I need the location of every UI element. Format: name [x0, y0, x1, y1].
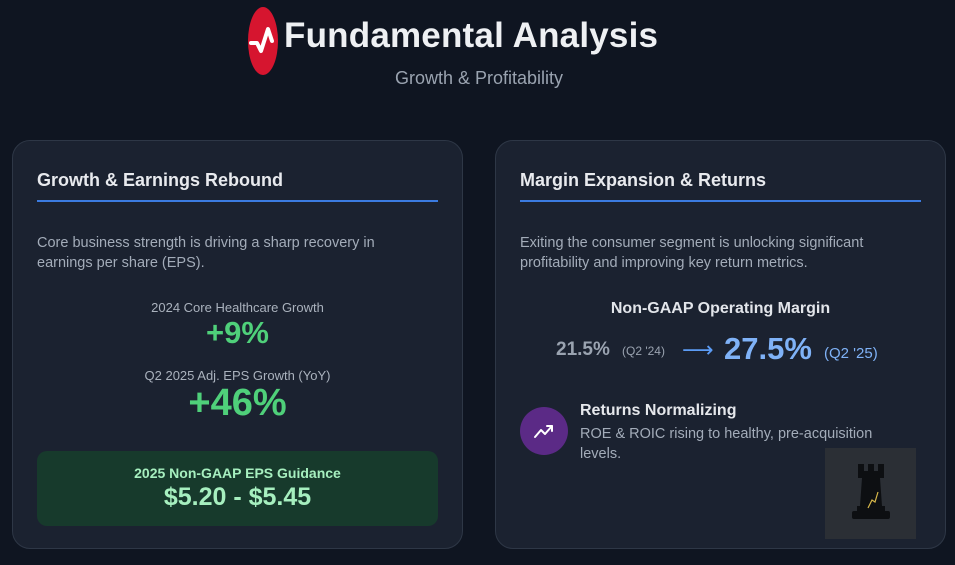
metric-label-core-growth: 2024 Core Healthcare Growth	[151, 300, 324, 315]
growth-earnings-card: Growth & Earnings Rebound Core business …	[12, 140, 463, 549]
page-header: Fundamental Analysis Growth & Profitabil…	[0, 0, 955, 120]
metric-value-core-growth: +9%	[206, 315, 269, 350]
returns-title: Returns Normalizing	[580, 402, 737, 419]
page-subtitle: Growth & Profitability	[394, 68, 564, 88]
margin-old-value: 21.5%	[556, 339, 610, 360]
margin-old-period: (Q2 '24)	[622, 344, 665, 358]
returns-description: ROE & ROIC rising to healthy, pre-acquis…	[580, 426, 873, 462]
trend-up-icon	[520, 407, 568, 455]
card-divider	[37, 200, 438, 202]
operating-margin-comparison: 21.5% (Q2 '24) ⟶ 27.5% (Q2 '25)	[496, 329, 945, 369]
red-pulse-logo-icon	[248, 7, 278, 75]
card-description: Exiting the consumer segment is unlockin…	[520, 235, 864, 271]
card-title: Growth & Earnings Rebound	[37, 170, 283, 190]
chess-rook-icon	[825, 448, 916, 539]
card-title: Margin Expansion & Returns	[520, 170, 767, 190]
operating-margin-title: Non-GAAP Operating Margin	[610, 300, 831, 317]
arrow-right-icon: ⟶	[682, 337, 714, 362]
margin-new-period: (Q2 '25)	[824, 345, 878, 362]
card-description: Core business strength is driving a shar…	[37, 235, 375, 271]
guidance-value: $5.20 - $5.45	[163, 483, 312, 511]
margin-returns-card: Margin Expansion & Returns Exiting the c…	[495, 140, 946, 549]
metric-value-eps-growth: +46%	[188, 382, 287, 424]
guidance-label: 2025 Non-GAAP EPS Guidance	[134, 465, 341, 481]
margin-new-value: 27.5%	[724, 331, 812, 366]
card-divider	[520, 200, 921, 202]
eps-guidance-box: 2025 Non-GAAP EPS Guidance $5.20 - $5.45	[37, 451, 438, 526]
metric-label-eps-growth: Q2 2025 Adj. EPS Growth (YoY)	[144, 368, 331, 383]
page-title: Fundamental Analysis	[284, 16, 659, 55]
